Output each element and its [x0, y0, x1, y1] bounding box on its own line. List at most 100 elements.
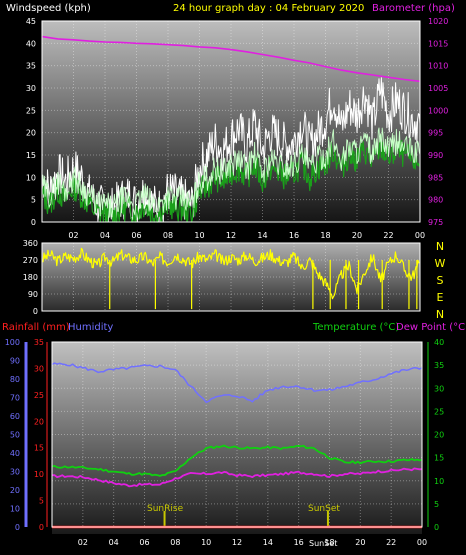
temperature-title: Temperature (°C) [312, 322, 399, 333]
temperature-y-tick: 0 [434, 523, 439, 532]
temp-x-tick: 04 [109, 538, 119, 547]
humidity-y-tick: 20 [10, 486, 20, 495]
direction-plot-frame [41, 242, 421, 312]
barometer-y-tick: 975 [428, 218, 443, 227]
direction-y-tick: 180 [23, 273, 38, 282]
barometer-line [41, 35, 421, 83]
wind-x-tick: 06 [131, 231, 141, 240]
wind-x-tick: 08 [163, 231, 173, 240]
temp-x-tick: 14 [263, 538, 273, 547]
humidity-line [51, 362, 423, 404]
dewpoint-title: Dew Point (°C) [396, 322, 466, 333]
temperature-y-tick: 15 [434, 454, 444, 463]
wind-y-tick: 40 [26, 39, 36, 48]
wind-axes: 0510152025303540459759809859909951000100… [26, 17, 449, 240]
wind-x-tick: 04 [100, 231, 110, 240]
humidity-y-tick: 100 [5, 338, 20, 347]
temp-x-tick: 20 [355, 538, 365, 547]
wind-y-tick: 5 [31, 196, 36, 205]
humidity-title: Humidity [68, 322, 113, 333]
barometer-y-tick: 1010 [428, 62, 448, 71]
barometer-title: Barometer (hpa) [372, 3, 455, 14]
rainfall-y-tick: 30 [34, 364, 44, 373]
temperature-line [51, 444, 423, 477]
compass-label: W [435, 257, 446, 270]
wind-x-tick: 02 [68, 231, 78, 240]
wind-series [41, 35, 421, 223]
temp-plot-background [52, 342, 422, 534]
temp-x-tick: 12 [232, 538, 242, 547]
wind-x-tick: 14 [257, 231, 267, 240]
temperature-y-tick: 25 [434, 407, 444, 416]
temperature-y-tick: 35 [434, 361, 444, 370]
wind-x-tick: 20 [352, 231, 362, 240]
direction-y-tick: 360 [23, 239, 38, 248]
temperature-y-tick: 20 [434, 431, 444, 440]
temp-x-tick: 00 [417, 538, 427, 547]
barometer-y-tick: 995 [428, 129, 443, 138]
barometer-y-tick: 1005 [428, 84, 448, 93]
temp-plot-frame [51, 341, 423, 528]
wind-x-tick: 12 [226, 231, 236, 240]
humidity-y-tick: 0 [15, 523, 20, 532]
rainfall-y-tick: 5 [39, 497, 44, 506]
temp-x-tick: 10 [201, 538, 211, 547]
wind-y-tick: 20 [26, 129, 36, 138]
temp-grid [52, 341, 423, 528]
direction-y-tick: 0 [33, 307, 38, 316]
direction-axes: 0 90 180 270 360 [23, 239, 421, 316]
temp-x-tick: 16 [294, 538, 304, 547]
temp-x-tick: 08 [170, 538, 180, 547]
direction-y-tick: 90 [28, 290, 38, 299]
temperature-y-tick: 5 [434, 500, 439, 509]
humidity-y-tick: 60 [10, 412, 20, 421]
wind-x-tick: 22 [383, 231, 393, 240]
wind-y-tick: 30 [26, 84, 36, 93]
humidity-y-tick: 90 [10, 357, 20, 366]
wind-x-tick: 10 [194, 231, 204, 240]
dewpoint-line [52, 467, 423, 488]
rainfall-y-tick: 25 [34, 391, 44, 400]
sun-markers [163, 511, 329, 527]
barometer-y-tick: 1020 [428, 17, 448, 26]
barometer-y-tick: 985 [428, 173, 443, 182]
humidity-y-tick: 40 [10, 449, 20, 458]
graph-day-title: 24 hour graph day : 04 February 2020 [173, 3, 364, 14]
rainfall-y-tick: 35 [34, 338, 44, 347]
sunset-bottom-label: SunSet [309, 539, 337, 548]
sunrise-label: SunRise [147, 504, 184, 514]
humidity-y-tick: 30 [10, 468, 20, 477]
sunset-label: SunSet [308, 504, 340, 514]
barometer-y-tick: 1000 [428, 106, 448, 115]
wind-y-tick: 0 [31, 218, 36, 227]
temp-x-tick: 22 [386, 538, 396, 547]
temp-x-tick: 02 [78, 538, 88, 547]
compass-label: N [436, 240, 444, 253]
wind-x-tick: 00 [415, 231, 425, 240]
wind-plot-frame [41, 20, 421, 223]
humidity-y-tick: 80 [10, 375, 20, 384]
rain-humidity-temp-panel: 0 5 10 15 20 25 30 35 40 0 5 10 15 20 25 30 35 0 10 20 30 40 5… [2, 322, 466, 548]
wind-direction-line [41, 247, 420, 300]
rainfall-y-tick: 20 [34, 417, 44, 426]
temp-axes: 0 5 10 15 20 25 30 35 40 0 5 10 15 20 25 30 35 0 10 20 30 40 5… [5, 338, 444, 547]
temperature-y-tick: 30 [434, 384, 444, 393]
wind-y-tick: 45 [26, 17, 36, 26]
compass-label: S [437, 274, 444, 287]
direction-y-tick: 270 [23, 256, 38, 265]
temperature-y-tick: 10 [434, 477, 444, 486]
wind-barometer-panel: 0510152025303540459759809859909951000100… [6, 3, 455, 240]
temp-x-tick: 06 [139, 538, 149, 547]
compass-label: N [436, 308, 444, 321]
barometer-y-tick: 980 [428, 196, 443, 205]
humidity-y-tick: 10 [10, 505, 20, 514]
wind-gust-line [41, 127, 421, 218]
wind-x-tick: 18 [320, 231, 330, 240]
wind-x-tick: 16 [289, 231, 299, 240]
compass-label: E [437, 291, 444, 304]
wind-y-tick: 35 [26, 62, 36, 71]
humidity-y-tick: 50 [10, 431, 20, 440]
